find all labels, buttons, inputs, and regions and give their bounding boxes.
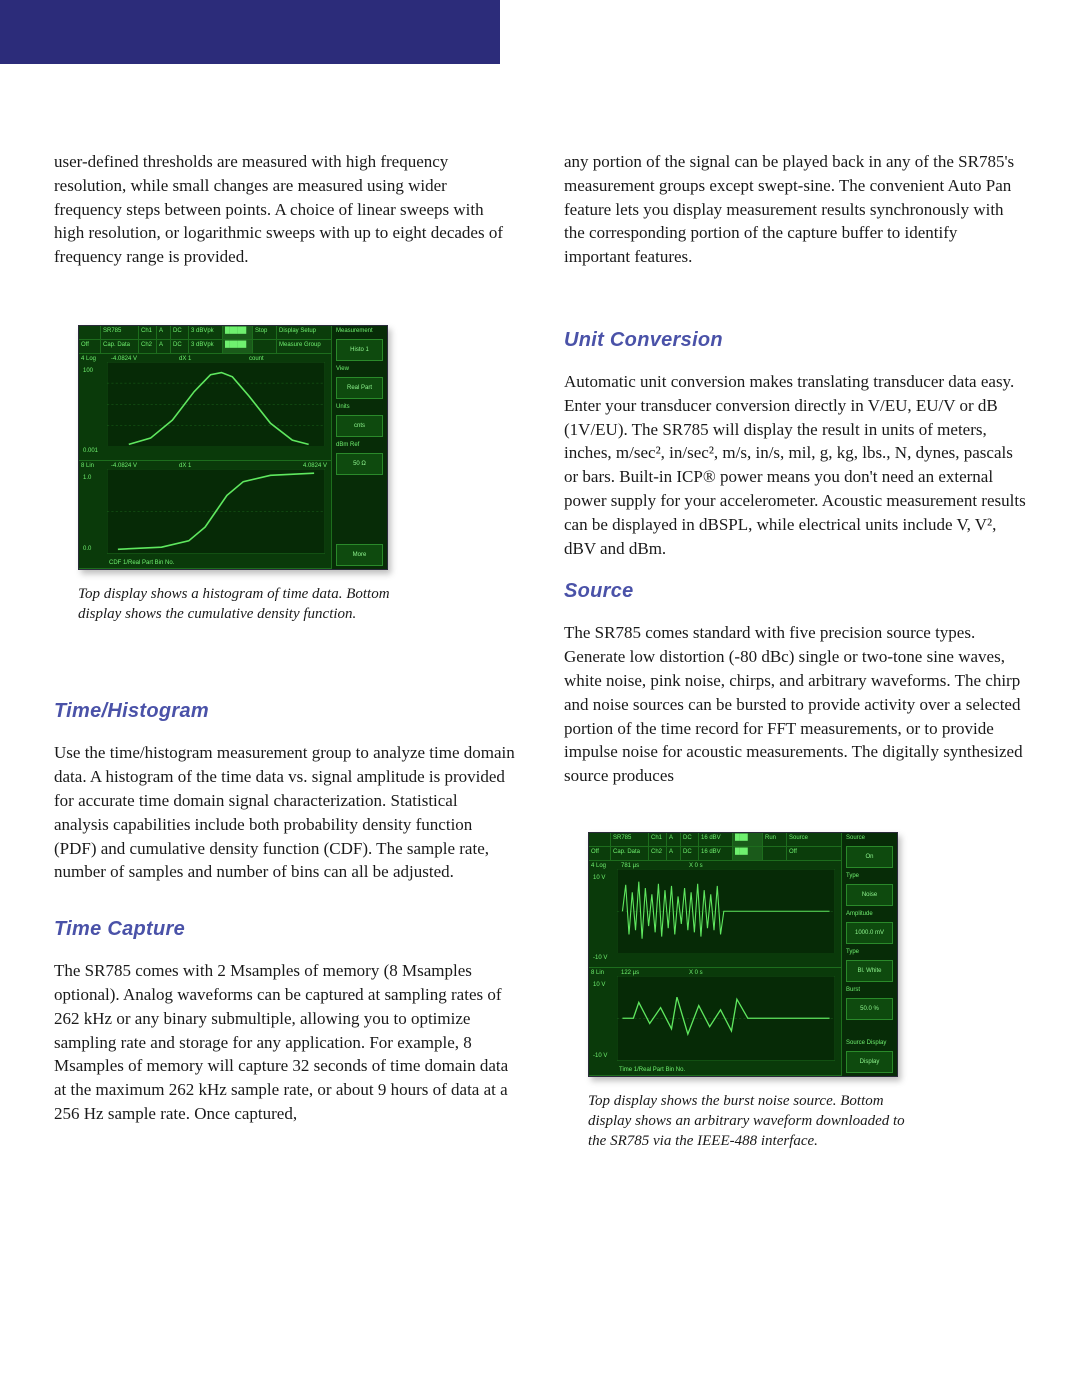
- body-unit-conversion: Automatic unit conversion makes translat…: [564, 370, 1026, 560]
- figure-caption-2: Top display shows the burst noise source…: [588, 1091, 918, 1152]
- header-bar: [0, 0, 500, 64]
- analyzer-screen-1: SR785 Ch1 A DC 3 dBVpk █████ Stop Displa…: [78, 325, 388, 570]
- side-button: Histo 1: [336, 339, 383, 361]
- heading-source: Source: [564, 580, 1026, 603]
- left-column: user-defined thresholds are measured wit…: [54, 150, 516, 1170]
- right-column: any portion of the signal can be played …: [564, 150, 1026, 1170]
- plot-area-1: 4 Log -4.0824 V dX 1 count 100 0.001: [79, 354, 331, 569]
- plot-histogram: 4 Log -4.0824 V dX 1 count 100 0.001: [79, 354, 331, 462]
- side-button: 1000.0 mV: [846, 922, 893, 944]
- body-time-histogram: Use the time/histogram measurement group…: [54, 741, 516, 884]
- plot-burst-noise: 4 Log 781 µs X 0 s 10 V -10 V: [589, 861, 841, 969]
- heading-time-histogram: Time/Histogram: [54, 700, 516, 723]
- heading-time-capture: Time Capture: [54, 918, 516, 941]
- body-source: The SR785 comes standard with five preci…: [564, 621, 1026, 788]
- side-button: Noise: [846, 884, 893, 906]
- noise-trace: [617, 869, 835, 954]
- intro-paragraph-left: user-defined thresholds are measured wit…: [54, 150, 516, 269]
- figure-histogram: SR785 Ch1 A DC 3 dBVpk █████ Stop Displa…: [78, 325, 516, 625]
- side-button: Real Part: [336, 377, 383, 399]
- side-panel-1: Measurement Histo 1 View Real Part Units…: [331, 326, 387, 569]
- side-button: 50 Ω: [336, 453, 383, 475]
- figure-source: SR785 Ch1 A DC 16 dBV ███ Run Source Off…: [588, 832, 1026, 1152]
- heading-unit-conversion: Unit Conversion: [564, 329, 1026, 352]
- body-time-capture: The SR785 comes with 2 Msamples of memor…: [54, 959, 516, 1126]
- histogram-trace: [107, 362, 325, 447]
- side-button: Bl. White: [846, 960, 893, 982]
- side-button: 50.0 %: [846, 998, 893, 1020]
- analyzer-screen-2: SR785 Ch1 A DC 16 dBV ███ Run Source Off…: [588, 832, 898, 1077]
- page-content: user-defined thresholds are measured wit…: [54, 150, 1026, 1170]
- plot-area-2: 4 Log 781 µs X 0 s 10 V -10 V 8 Lin: [589, 861, 841, 1076]
- intro-paragraph-right: any portion of the signal can be played …: [564, 150, 1026, 269]
- figure-caption-1: Top display shows a histogram of time da…: [78, 584, 408, 625]
- plot-arbitrary: 8 Lin 122 µs X 0 s 10 V -10 V Time 1/Rea…: [589, 968, 841, 1076]
- side-panel-2: Source On Type Noise Amplitude 1000.0 mV…: [841, 833, 897, 1076]
- plot-cdf: 8 Lin -4.0824 V dX 1 4.0824 V 1.0 0.0 CD…: [79, 461, 331, 569]
- side-button: cnts: [336, 415, 383, 437]
- side-button: On: [846, 846, 893, 868]
- arb-trace: [617, 976, 835, 1061]
- side-button: More: [336, 544, 383, 566]
- side-button: Display: [846, 1051, 893, 1073]
- cdf-trace: [107, 469, 325, 554]
